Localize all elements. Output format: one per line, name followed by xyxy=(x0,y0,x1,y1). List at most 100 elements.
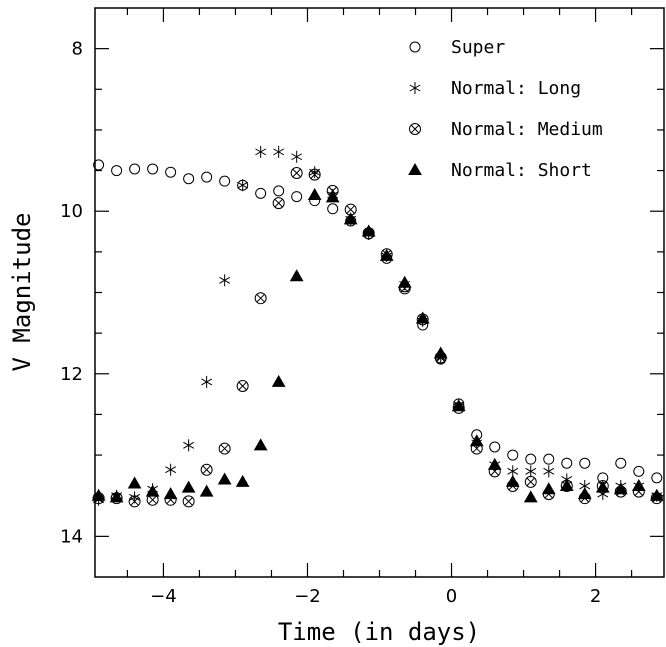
data-point-circle xyxy=(219,175,231,187)
data-point-circle xyxy=(327,203,339,215)
data-point-circle xyxy=(111,165,123,177)
data-point-circle-cross xyxy=(218,442,231,455)
data-point-triangle xyxy=(145,484,160,497)
data-point-triangle xyxy=(523,490,538,503)
y-tick-label: 12 xyxy=(60,364,83,385)
data-point-triangle xyxy=(91,488,106,501)
y-tick-label: 14 xyxy=(60,526,83,547)
series-triangle xyxy=(91,187,664,503)
data-point-triangle xyxy=(433,346,448,359)
data-point-circle xyxy=(255,187,267,199)
data-point-circle xyxy=(129,163,141,175)
series-circle-cross xyxy=(92,167,663,508)
data-point-triangle xyxy=(307,187,322,200)
legend-label: Super xyxy=(451,37,505,58)
data-point-circle-cross xyxy=(200,463,213,476)
data-point-triangle xyxy=(397,275,412,288)
data-point-triangle xyxy=(343,212,358,225)
data-point-circle xyxy=(633,465,645,477)
data-point-asterisk xyxy=(525,465,537,478)
data-point-circle xyxy=(183,173,195,185)
data-point-circle-cross xyxy=(128,495,141,508)
data-point-triangle xyxy=(415,311,430,324)
data-points xyxy=(91,145,664,508)
data-point-triangle xyxy=(541,482,556,495)
data-point-circle-cross xyxy=(524,475,537,488)
data-point-triangle xyxy=(577,487,592,500)
data-point-asterisk xyxy=(291,150,303,163)
data-point-triangle xyxy=(235,474,250,487)
axis-tick-labels: −4 −2 0 2 8 10 12 14 xyxy=(60,39,601,607)
legend-marker-circle-cross xyxy=(409,123,421,135)
data-point-triangle xyxy=(487,457,502,470)
data-point-triangle xyxy=(289,269,304,282)
y-tick-label: 10 xyxy=(60,201,83,222)
series-circle xyxy=(93,159,663,484)
legend-label: Normal: Short xyxy=(451,160,592,181)
data-point-triangle xyxy=(379,248,394,261)
data-point-triangle xyxy=(181,480,196,493)
data-point-triangle xyxy=(199,484,214,497)
legend-marker-circle xyxy=(409,41,421,53)
x-tick-label: −2 xyxy=(294,586,321,607)
series-asterisk xyxy=(93,145,663,506)
data-point-triangle xyxy=(253,438,268,451)
data-point-circle-cross xyxy=(254,292,267,305)
data-point-circle xyxy=(651,472,663,484)
data-point-triangle xyxy=(325,190,340,203)
x-axis-label: Time (in days) xyxy=(278,618,480,646)
data-point-circle xyxy=(543,453,555,465)
y-tick-label: 8 xyxy=(72,39,83,60)
data-point-asterisk xyxy=(201,375,213,388)
x-tick-label: 2 xyxy=(590,586,601,607)
data-point-triangle xyxy=(109,490,124,503)
data-point-triangle xyxy=(163,487,178,500)
data-point-circle xyxy=(507,449,519,461)
data-point-triangle xyxy=(469,434,484,447)
data-point-triangle xyxy=(361,224,376,237)
data-point-asterisk xyxy=(183,439,195,452)
legend-item: Normal: Short xyxy=(408,160,592,181)
data-point-circle xyxy=(561,457,573,469)
data-point-triangle xyxy=(631,478,646,491)
data-point-asterisk xyxy=(165,463,177,476)
data-point-circle-cross xyxy=(236,379,249,392)
data-point-circle xyxy=(201,171,213,183)
data-point-asterisk xyxy=(255,145,267,158)
data-point-circle xyxy=(147,163,159,175)
data-point-asterisk xyxy=(273,145,285,158)
data-point-triangle xyxy=(613,482,628,495)
legend-label: Normal: Long xyxy=(451,78,581,99)
x-tick-label: 0 xyxy=(446,586,457,607)
data-point-circle-cross xyxy=(272,197,285,210)
legend: Super Normal: Long Normal: Medium Normal: S… xyxy=(408,37,603,181)
data-point-asterisk xyxy=(219,274,231,287)
data-point-circle xyxy=(579,457,591,469)
data-point-triangle xyxy=(559,478,574,491)
data-point-asterisk xyxy=(237,179,249,192)
legend-marker-triangle xyxy=(408,162,422,175)
data-point-circle xyxy=(291,191,303,203)
data-point-circle-cross xyxy=(182,495,195,508)
data-point-circle-cross xyxy=(290,167,303,180)
data-point-asterisk xyxy=(309,166,321,179)
data-point-circle xyxy=(93,159,105,171)
legend-item: Normal: Long xyxy=(409,78,581,99)
data-point-triangle xyxy=(505,474,520,487)
data-point-triangle xyxy=(127,476,142,489)
data-point-triangle xyxy=(217,472,232,485)
data-point-asterisk xyxy=(543,465,555,478)
axis-ticks xyxy=(95,8,664,577)
legend-item: Normal: Medium xyxy=(409,119,603,140)
data-point-triangle xyxy=(649,488,664,501)
data-point-circle xyxy=(273,185,285,197)
data-point-triangle xyxy=(451,399,466,412)
data-point-circle xyxy=(615,457,627,469)
legend-label: Normal: Medium xyxy=(451,119,603,140)
legend-marker-asterisk xyxy=(409,82,421,94)
data-point-circle xyxy=(525,453,537,465)
y-axis-label: V Magnitude xyxy=(8,213,36,372)
data-point-circle xyxy=(489,441,501,453)
x-tick-label: −4 xyxy=(150,586,177,607)
data-point-triangle xyxy=(595,480,610,493)
